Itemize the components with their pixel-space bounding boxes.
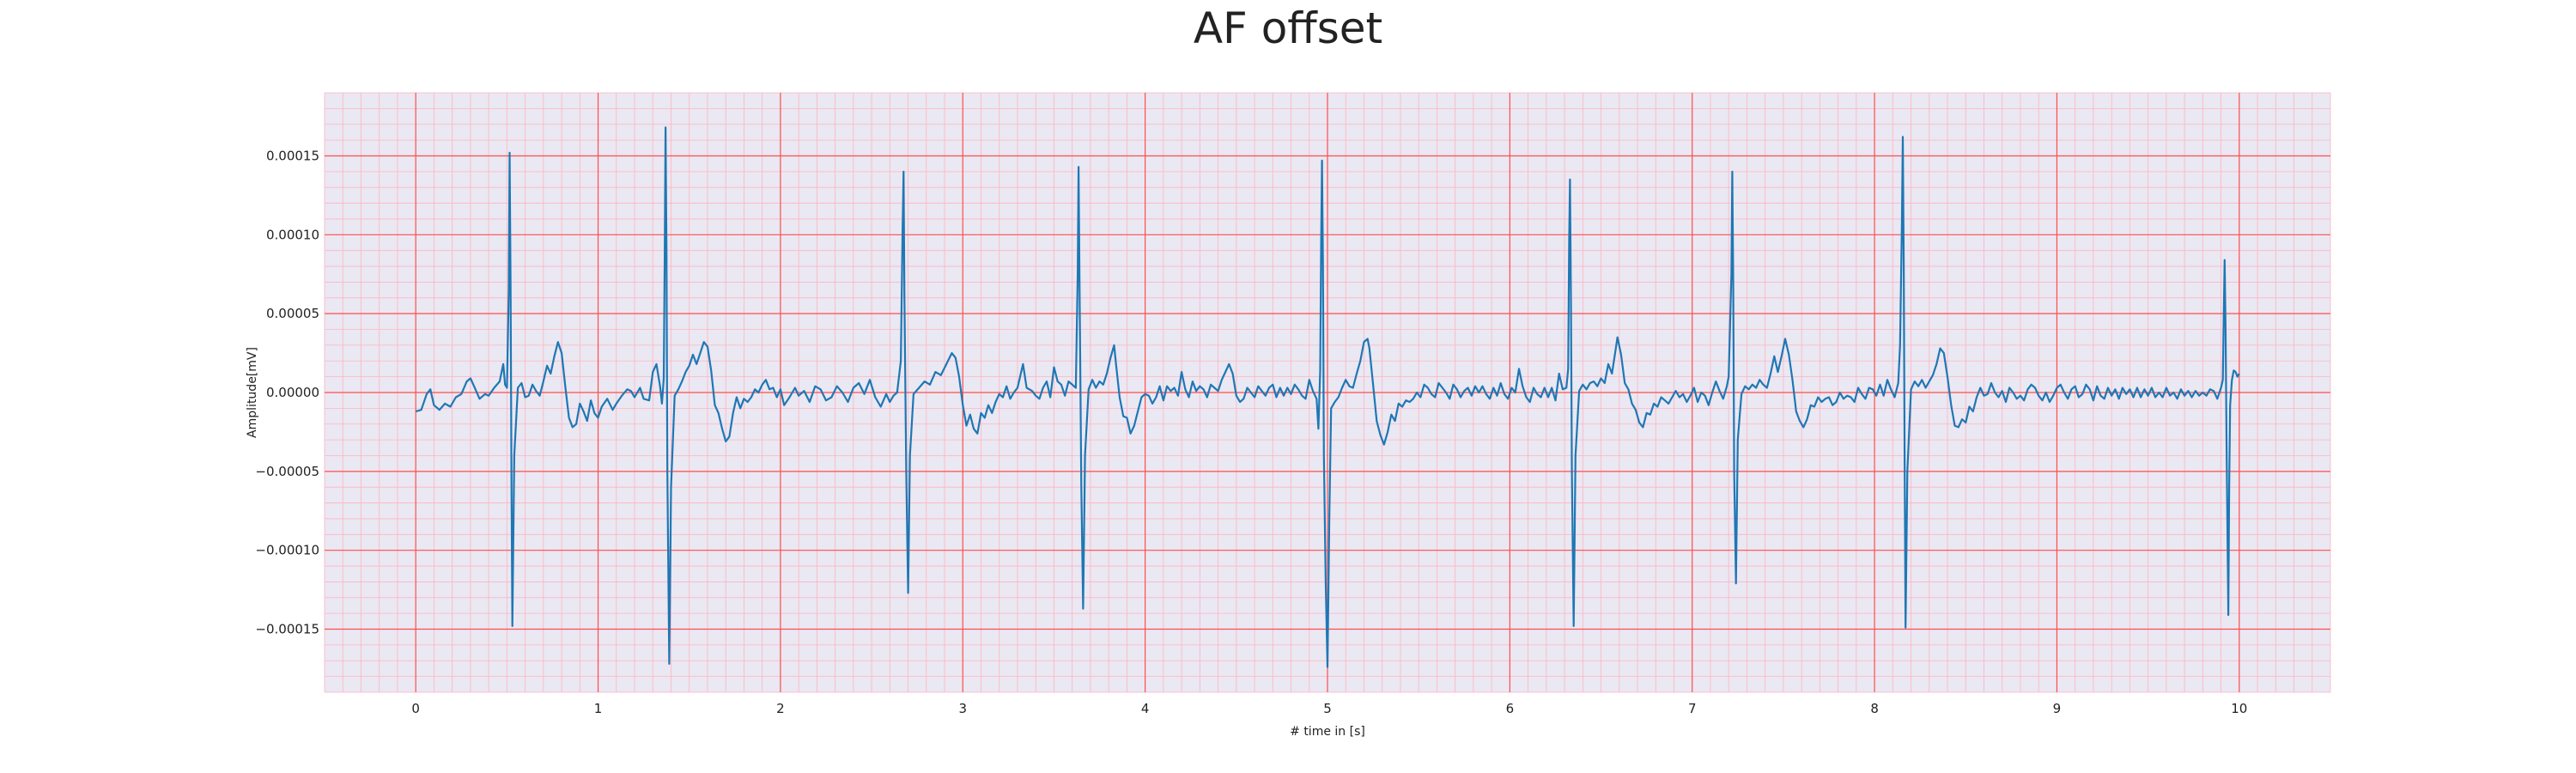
y-tick-label: −0.00010 <box>255 543 319 558</box>
y-tick-label: −0.00015 <box>255 622 319 637</box>
chart-title: AF offset <box>1193 3 1383 53</box>
y-tick-labels: −0.00015 −0.00010 −0.00005 0.00000 0.00005 0.… <box>255 148 319 636</box>
x-tick-label: 8 <box>1870 701 1879 716</box>
y-tick-label: 0.00015 <box>266 148 319 163</box>
y-tick-label: −0.00005 <box>255 464 319 479</box>
x-axis-label: # time in [s] <box>1290 725 1365 739</box>
y-tick-label: 0.00000 <box>266 385 319 400</box>
x-tick-labels: 0 1 2 3 4 5 6 7 8 9 10 <box>411 701 2247 716</box>
x-tick-label: 0 <box>411 701 420 716</box>
y-tick-label: 0.00010 <box>266 227 319 242</box>
y-axis-label: Amplitude[mV] <box>246 347 259 438</box>
x-tick-label: 10 <box>2231 701 2247 716</box>
x-tick-label: 3 <box>958 701 967 716</box>
x-tick-label: 2 <box>776 701 785 716</box>
x-tick-label: 6 <box>1506 701 1515 716</box>
x-tick-label: 5 <box>1323 701 1332 716</box>
y-tick-label: 0.00005 <box>266 306 319 321</box>
x-tick-label: 4 <box>1141 701 1150 716</box>
series-line <box>415 126 2240 668</box>
x-tick-label: 1 <box>594 701 603 716</box>
major-grid <box>325 93 2330 692</box>
x-tick-label: 9 <box>2053 701 2062 716</box>
x-tick-label: 7 <box>1688 701 1697 716</box>
